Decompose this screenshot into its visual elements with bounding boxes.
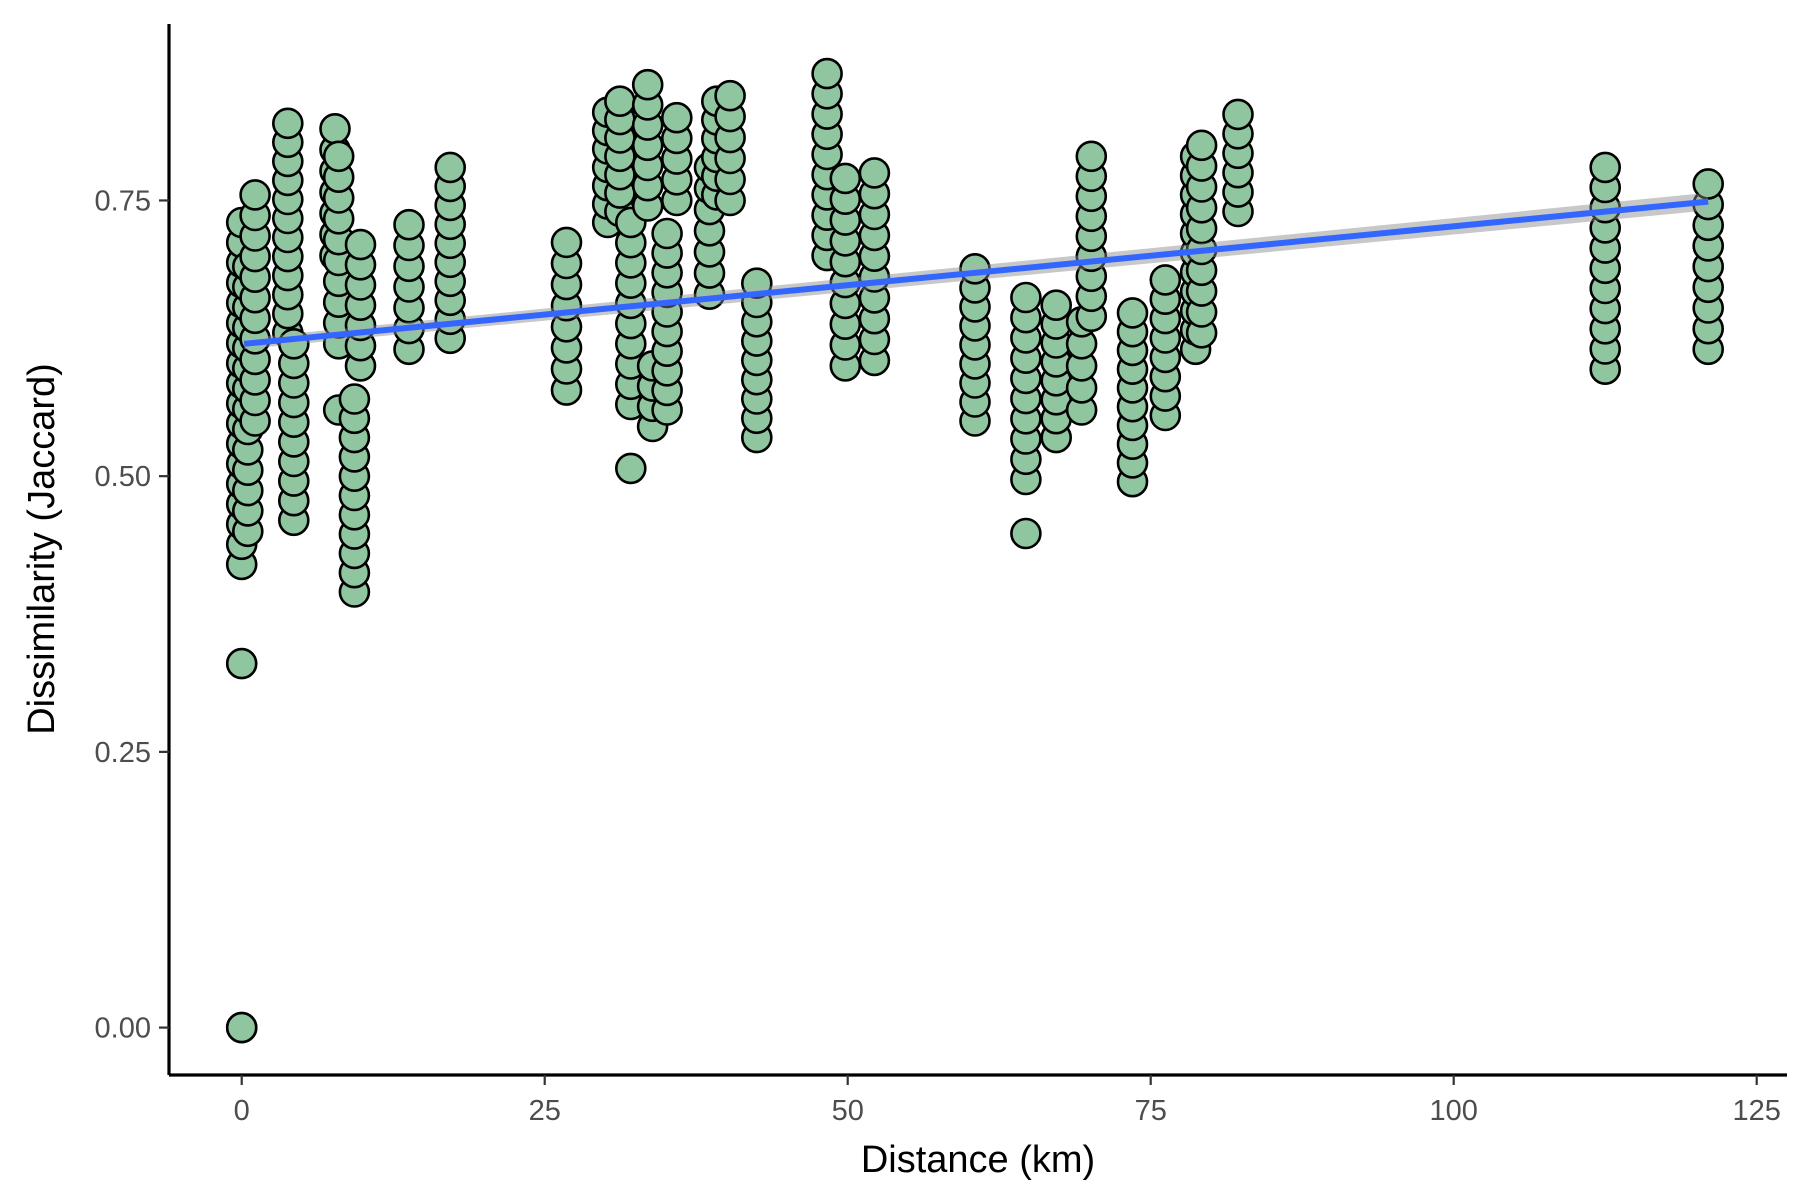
data-point <box>393 208 425 241</box>
x-tick-label: 50 <box>832 1095 864 1127</box>
data-point <box>1589 151 1621 184</box>
data-point <box>271 107 304 140</box>
data-point <box>1116 297 1149 329</box>
data-point <box>1010 517 1042 550</box>
y-axis-title: Dissimilarity (Jaccard) <box>21 363 63 735</box>
y-tick-label: 0.75 <box>95 185 151 217</box>
data-point <box>1692 168 1724 200</box>
data-point <box>1149 264 1182 296</box>
data-point <box>1222 98 1254 131</box>
trend-line-layer <box>243 192 1709 350</box>
trend-line <box>243 198 1709 347</box>
data-point <box>1040 289 1072 322</box>
data-point <box>434 151 467 184</box>
x-tick-label: 25 <box>529 1095 561 1127</box>
data-point <box>239 179 271 211</box>
data-point <box>550 226 583 259</box>
data-point <box>1010 281 1042 314</box>
data-point <box>811 57 843 90</box>
data-point <box>604 85 636 117</box>
x-axis-title: Distance (km) <box>861 1139 1095 1181</box>
x-tick-label: 125 <box>1733 1095 1781 1127</box>
x-tick-label: 0 <box>234 1095 250 1127</box>
y-axis-ticks: 0.00 0.25 0.50 0.75 <box>95 185 169 1045</box>
data-point <box>319 113 351 145</box>
data-point <box>225 647 258 680</box>
y-tick-label: 0.00 <box>95 1013 151 1045</box>
x-tick-label: 100 <box>1430 1095 1478 1127</box>
data-point <box>631 68 664 101</box>
data-point <box>614 452 647 485</box>
x-axis-ticks: 0 25 50 75 100 125 <box>234 1075 1781 1127</box>
data-point <box>858 157 891 189</box>
data-point <box>660 101 693 134</box>
data-point <box>714 79 746 112</box>
data-point <box>338 383 371 415</box>
data-point <box>322 140 355 173</box>
y-tick-label: 0.25 <box>95 737 151 769</box>
y-tick-label: 0.50 <box>95 461 151 493</box>
data-point <box>344 228 377 261</box>
x-tick-label: 75 <box>1135 1095 1167 1127</box>
data-point <box>225 1011 258 1044</box>
data-point <box>829 162 862 195</box>
data-point <box>651 217 683 250</box>
data-point <box>1185 129 1218 162</box>
data-point <box>1075 140 1108 173</box>
